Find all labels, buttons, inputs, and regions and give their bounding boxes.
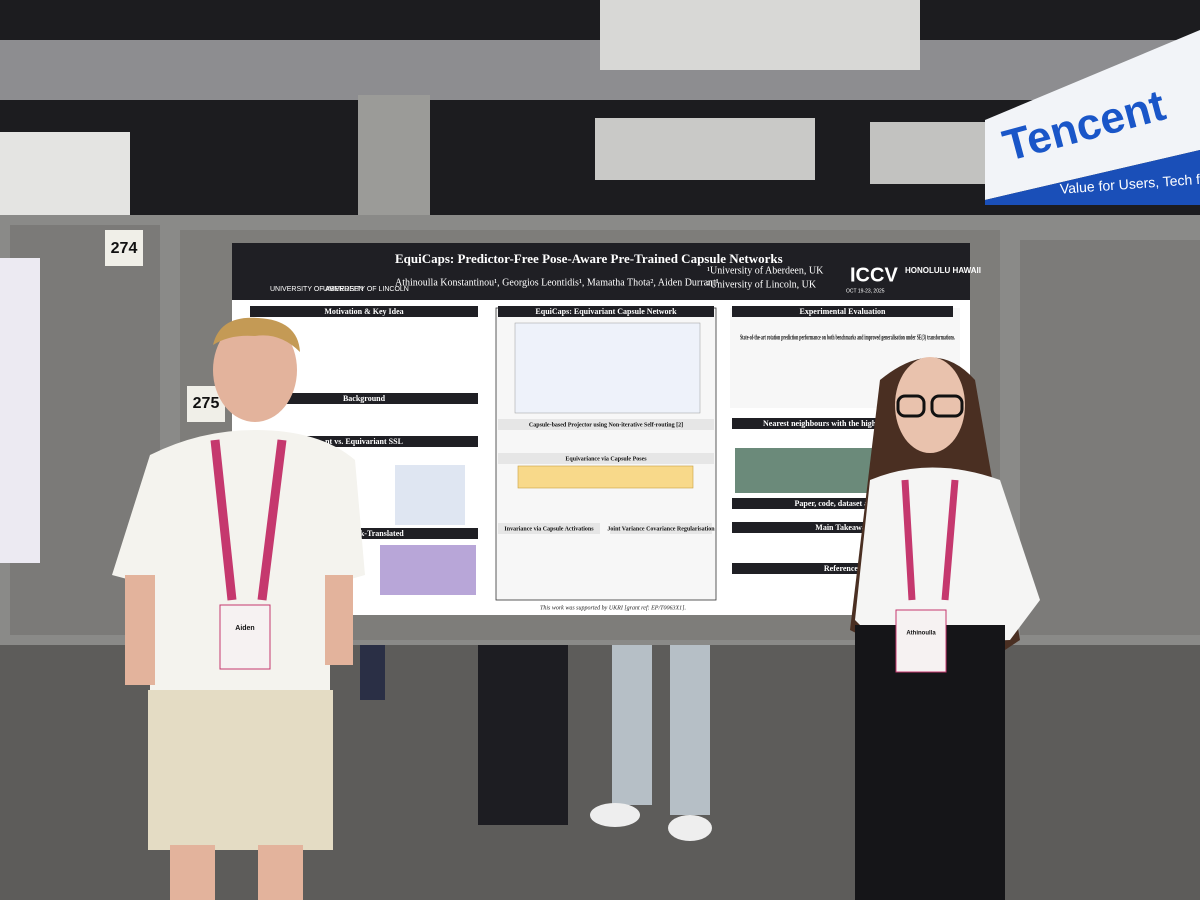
- section-header: References: [824, 564, 861, 573]
- section-header: Motivation & Key Idea: [324, 307, 403, 316]
- wall-panel: [0, 132, 130, 217]
- affiliation: ²University of Lincoln, UK: [707, 279, 817, 290]
- highlight: State-of-the-art rotation prediction per…: [740, 334, 955, 342]
- sample-images: [380, 545, 476, 595]
- affiliation: ¹University of Aberdeen, UK: [707, 265, 824, 276]
- booth-plate: [105, 230, 143, 266]
- badge-name: Aiden: [235, 625, 254, 632]
- board: [1020, 240, 1200, 635]
- section-header-bg: [250, 436, 478, 447]
- section-header: Experimental Evaluation: [799, 307, 886, 316]
- section-header-bg: [250, 393, 478, 404]
- booth-number: 275: [193, 395, 220, 412]
- logo-text: UNIVERSITY OF LINCOLN: [323, 286, 409, 293]
- sign: Tencent Value for Users, Tech for Goo: [985, 30, 1200, 205]
- poster-footer: This work was supported by UKRI [grant r…: [540, 604, 686, 611]
- section-header-bg: [732, 563, 953, 574]
- section-header: Joint Variance Covariance Regularisation: [607, 526, 715, 532]
- section-header-bg: [250, 528, 478, 539]
- section-header-bg: [250, 306, 478, 317]
- section-header-bg: [732, 498, 953, 509]
- ceiling-panel: [600, 0, 920, 70]
- section-header-bg: [498, 453, 714, 464]
- section-header-bg: [732, 418, 953, 429]
- background-people: [360, 645, 712, 841]
- section-header: Equivariance via Capsule Poses: [565, 456, 647, 462]
- section-header: Main Takeaway: [815, 523, 869, 532]
- side-poster: [0, 258, 40, 563]
- pillar: [358, 95, 430, 225]
- poster-sections: Motivation & Key Idea Background nt vs. Eq…: [250, 306, 953, 574]
- section-header-bg: [732, 306, 953, 317]
- section-header-bg: [498, 419, 714, 430]
- booth-number: 274: [111, 240, 138, 257]
- poster-authors: Athinoulla Konstantinou¹, Georgios Leont…: [395, 277, 719, 288]
- section-header-bg: [498, 523, 600, 534]
- section-header: Capsule-based Projector using Non-iterat…: [529, 422, 683, 428]
- section-header: EquiCaps: Equivariant Capsule Network: [535, 307, 677, 316]
- section-header-bg: [732, 522, 953, 533]
- badge-name: Athinoulla: [906, 631, 936, 637]
- ceiling-panel: [595, 118, 815, 180]
- poster-title: EquiCaps: Predictor-Free Pose-Aware Pre-…: [395, 251, 783, 266]
- section-header-bg: [498, 306, 714, 317]
- logo-text: ICCV: [850, 264, 898, 286]
- person-right: Athinoulla: [850, 357, 1040, 900]
- section-header: Benchmark-Translated: [324, 529, 404, 538]
- logo-text: HONOLULU HAWAII: [905, 266, 981, 275]
- section-header-bg: [610, 523, 712, 534]
- logo-text: OCT 19-23, 2025: [846, 288, 885, 294]
- section-header: Invariance via Capsule Activations: [504, 526, 594, 532]
- section-header: Paper, code, dataset and pre: [795, 499, 891, 508]
- section-header: nt vs. Equivariant SSL: [325, 437, 403, 446]
- logo-text: UNIVERSITY OF ABERDEEN: [270, 286, 364, 293]
- section-header: Background: [343, 394, 386, 403]
- section-header: Nearest neighbours with the highest pose…: [763, 419, 923, 428]
- person-left: Aiden: [112, 317, 365, 900]
- neighbour-images: [735, 448, 875, 493]
